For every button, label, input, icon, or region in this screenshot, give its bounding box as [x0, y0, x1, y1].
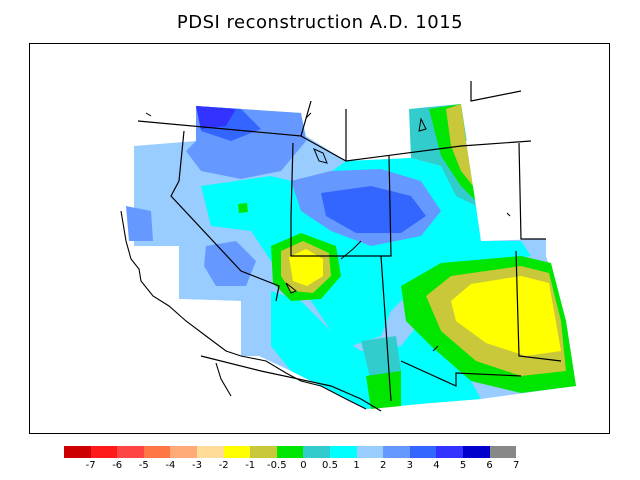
map-frame — [29, 43, 610, 434]
colorbar-tick-label: -7 — [85, 460, 96, 471]
colorbar-tick-label: -6 — [112, 460, 123, 471]
colorbar — [64, 446, 517, 458]
colorbar-swatch — [436, 446, 463, 458]
colorbar-swatch — [90, 446, 118, 458]
colorbar-tick-label: 0 — [300, 460, 307, 471]
colorbar-tick-label: 7 — [513, 460, 520, 471]
field-mid-blue-west — [204, 241, 256, 286]
field-yellow-center — [289, 249, 323, 286]
field-yellow-east — [451, 276, 561, 356]
colorbar-swatch — [223, 446, 251, 458]
field-blue-center — [321, 186, 426, 233]
colorbar-swatch — [356, 446, 384, 458]
colorbar-tick-label: -1 — [245, 460, 256, 471]
colorbar-tick-label: 3 — [406, 460, 413, 471]
colorbar-tick-label: 4 — [433, 460, 440, 471]
colorbar-swatch — [143, 446, 171, 458]
mask-white-northeast — [466, 141, 521, 241]
colorbar-swatch — [303, 446, 330, 458]
field-cyan — [201, 158, 531, 346]
field-green-south — [366, 371, 401, 409]
coastline — [120, 210, 367, 410]
colorbar-tick-label: 2 — [380, 460, 387, 471]
colorbar-swatch — [329, 446, 357, 458]
colorbar-swatch — [489, 446, 517, 458]
boundary-lines — [137, 81, 562, 412]
field-teal-south — [361, 336, 401, 381]
pdsi-map — [120, 81, 576, 412]
colorbar-swatch — [250, 446, 277, 458]
colorbar-swatch — [64, 446, 91, 458]
map-title: PDSI reconstruction A.D. 1015 — [176, 12, 464, 33]
colorbar-swatch — [276, 446, 304, 458]
colorbar-tick-label: -5 — [138, 460, 149, 471]
colorbar-swatch — [117, 446, 144, 458]
colorbar-tick-label: 6 — [486, 460, 493, 471]
colorbar-tick-label: -0.5 — [267, 460, 287, 471]
lakes — [145, 112, 511, 352]
mask-white-california — [134, 246, 241, 356]
field-mid-blue-nw — [126, 206, 153, 241]
colorbar-swatch — [462, 446, 490, 458]
colorbar-tick-label: -2 — [218, 460, 229, 471]
colorbar-tick-label: -3 — [192, 460, 202, 471]
colorbar-ticks: -7 -6 -5 -4 -3 -2 -1 -0.5 0 0.5 1 2 3 4 5 6 7 — [0, 460, 640, 474]
field-olive-ne — [446, 104, 473, 186]
field-green-spot — [238, 203, 248, 213]
colorbar-swatch — [170, 446, 197, 458]
colorbar-tick-label: -4 — [165, 460, 176, 471]
colorbar-tick-label: 0.5 — [322, 460, 338, 471]
colorbar-swatch — [196, 446, 224, 458]
colorbar-tick-label: 1 — [353, 460, 360, 471]
colorbar-swatch — [383, 446, 410, 458]
field-deep-blue-north — [196, 106, 236, 129]
colorbar-swatch — [409, 446, 437, 458]
colorbar-tick-label: 5 — [459, 460, 467, 471]
